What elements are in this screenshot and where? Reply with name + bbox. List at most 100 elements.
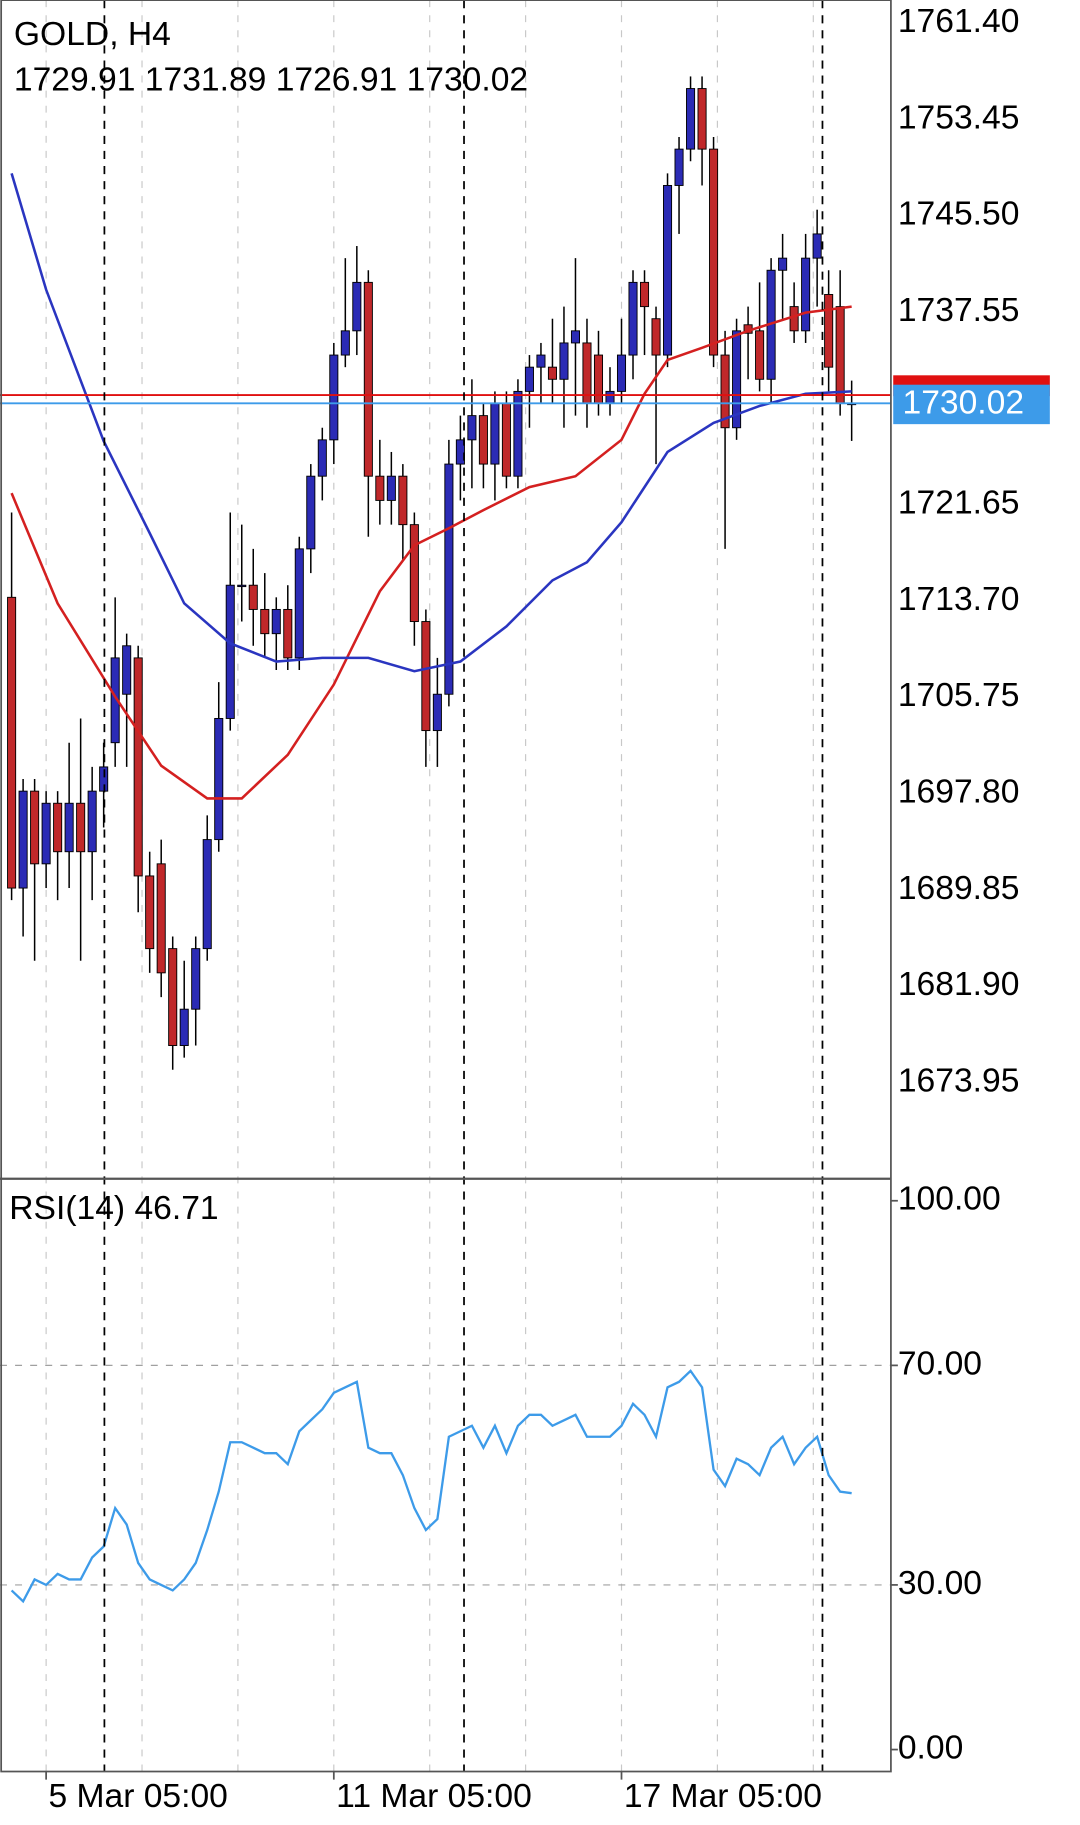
candle-body	[616, 354, 627, 392]
candle-body	[317, 439, 327, 477]
low-value: 1726.91	[276, 61, 398, 98]
y-tick-label: 1745.50	[898, 196, 1020, 233]
candle-body	[41, 802, 51, 865]
candle-body	[202, 839, 212, 950]
candle-body	[778, 257, 788, 271]
rsi-name: RSI(14)	[9, 1190, 125, 1227]
candle-body	[53, 802, 63, 853]
candle-body	[559, 342, 569, 380]
candle-body	[651, 318, 661, 356]
close-value: 1730.02	[407, 61, 529, 98]
rsi-value: 46.71	[134, 1190, 218, 1227]
candle-body	[145, 875, 155, 950]
candle-body	[547, 366, 557, 380]
y-tick-label: 1673.95	[898, 1062, 1020, 1099]
symbol-title: GOLD, H4	[14, 16, 171, 53]
candle-body	[398, 475, 408, 526]
rsi-line	[10, 1369, 852, 1604]
candle-body	[835, 306, 845, 404]
candle-body	[628, 281, 638, 356]
candle-body	[501, 403, 511, 477]
candle-body	[329, 354, 339, 441]
candle-body	[225, 584, 235, 719]
candle-body	[720, 354, 730, 429]
candle-body	[18, 790, 28, 889]
y-tick-label: 1697.80	[898, 773, 1020, 810]
candle-body	[789, 306, 799, 332]
candle-body	[306, 475, 316, 550]
candle-body	[801, 257, 811, 332]
candle-body	[87, 790, 97, 853]
candle-body	[812, 233, 822, 259]
x-tick-label: 5 Mar 05:00	[48, 1778, 227, 1815]
candle-body	[271, 608, 281, 635]
candle-body	[639, 281, 650, 308]
high-value: 1731.89	[145, 61, 267, 98]
candle-body	[536, 354, 546, 368]
candle-body	[513, 390, 523, 477]
candle-body	[237, 584, 247, 588]
candle-body	[732, 330, 742, 429]
candle-body	[64, 802, 74, 853]
open-value: 1729.91	[14, 61, 136, 98]
candle-body	[421, 621, 431, 732]
candle-body	[110, 657, 120, 744]
candle-body	[674, 148, 684, 186]
moving-average	[10, 305, 852, 800]
candle-body	[455, 439, 465, 465]
rsi-tick-label: 100.00	[898, 1181, 1001, 1218]
rsi-tick-label: 0.00	[898, 1729, 963, 1766]
candle-body	[524, 366, 534, 392]
rsi-title: RSI(14) 46.71	[9, 1190, 218, 1227]
candle-body	[283, 608, 293, 659]
candle-body	[260, 608, 270, 635]
candle-body	[593, 354, 604, 404]
candle-body	[179, 1008, 189, 1046]
ohlc-readout: 1729.91 1731.89 1726.91 1730.02	[14, 61, 528, 98]
grid-layer	[0, 0, 898, 1780]
candle-body	[133, 657, 143, 877]
candle-body	[214, 717, 224, 841]
candle-body	[375, 475, 385, 501]
candle-body	[490, 403, 500, 465]
candle-body	[340, 330, 350, 356]
candle-body	[386, 475, 396, 501]
candle-body	[432, 693, 442, 732]
y-tick-label: 1737.55	[898, 292, 1020, 329]
x-tick-label: 11 Mar 05:00	[336, 1778, 532, 1815]
candle-body	[478, 415, 488, 465]
candle-body	[663, 185, 673, 356]
candle-body	[363, 281, 373, 477]
candle-body	[156, 863, 166, 974]
moving-average	[10, 172, 852, 673]
candle-body	[686, 88, 696, 150]
bid-tag	[893, 384, 1050, 425]
candle-body	[824, 294, 834, 368]
candle-body	[352, 281, 362, 332]
y-tick-label: 1721.65	[898, 485, 1020, 522]
bid-label: 1730.02	[903, 384, 1025, 421]
x-tick-label: 17 Mar 05:00	[624, 1778, 822, 1815]
rsi-tick-label: 70.00	[898, 1345, 982, 1382]
candle-body	[755, 330, 765, 380]
candle-body	[294, 548, 304, 659]
candle-body	[122, 645, 132, 695]
candle-body	[409, 524, 419, 623]
y-tick-label: 1681.90	[898, 966, 1020, 1003]
labels-layer: GOLD, H4 1729.91 1731.89 1726.91 1730.02…	[9, 3, 1050, 1815]
y-tick-label: 1761.40	[898, 3, 1020, 40]
candle-body	[76, 802, 86, 853]
rsi-tick-label: 30.00	[898, 1565, 982, 1602]
plot-frame	[0, 0, 892, 1773]
candle-body	[7, 596, 17, 889]
candle-body	[605, 390, 615, 404]
candle-body	[697, 88, 707, 150]
candle-body	[30, 790, 40, 865]
candle-body	[709, 148, 719, 356]
candle-body	[191, 948, 201, 1010]
candle-body	[467, 415, 477, 441]
candle-body	[168, 948, 178, 1046]
